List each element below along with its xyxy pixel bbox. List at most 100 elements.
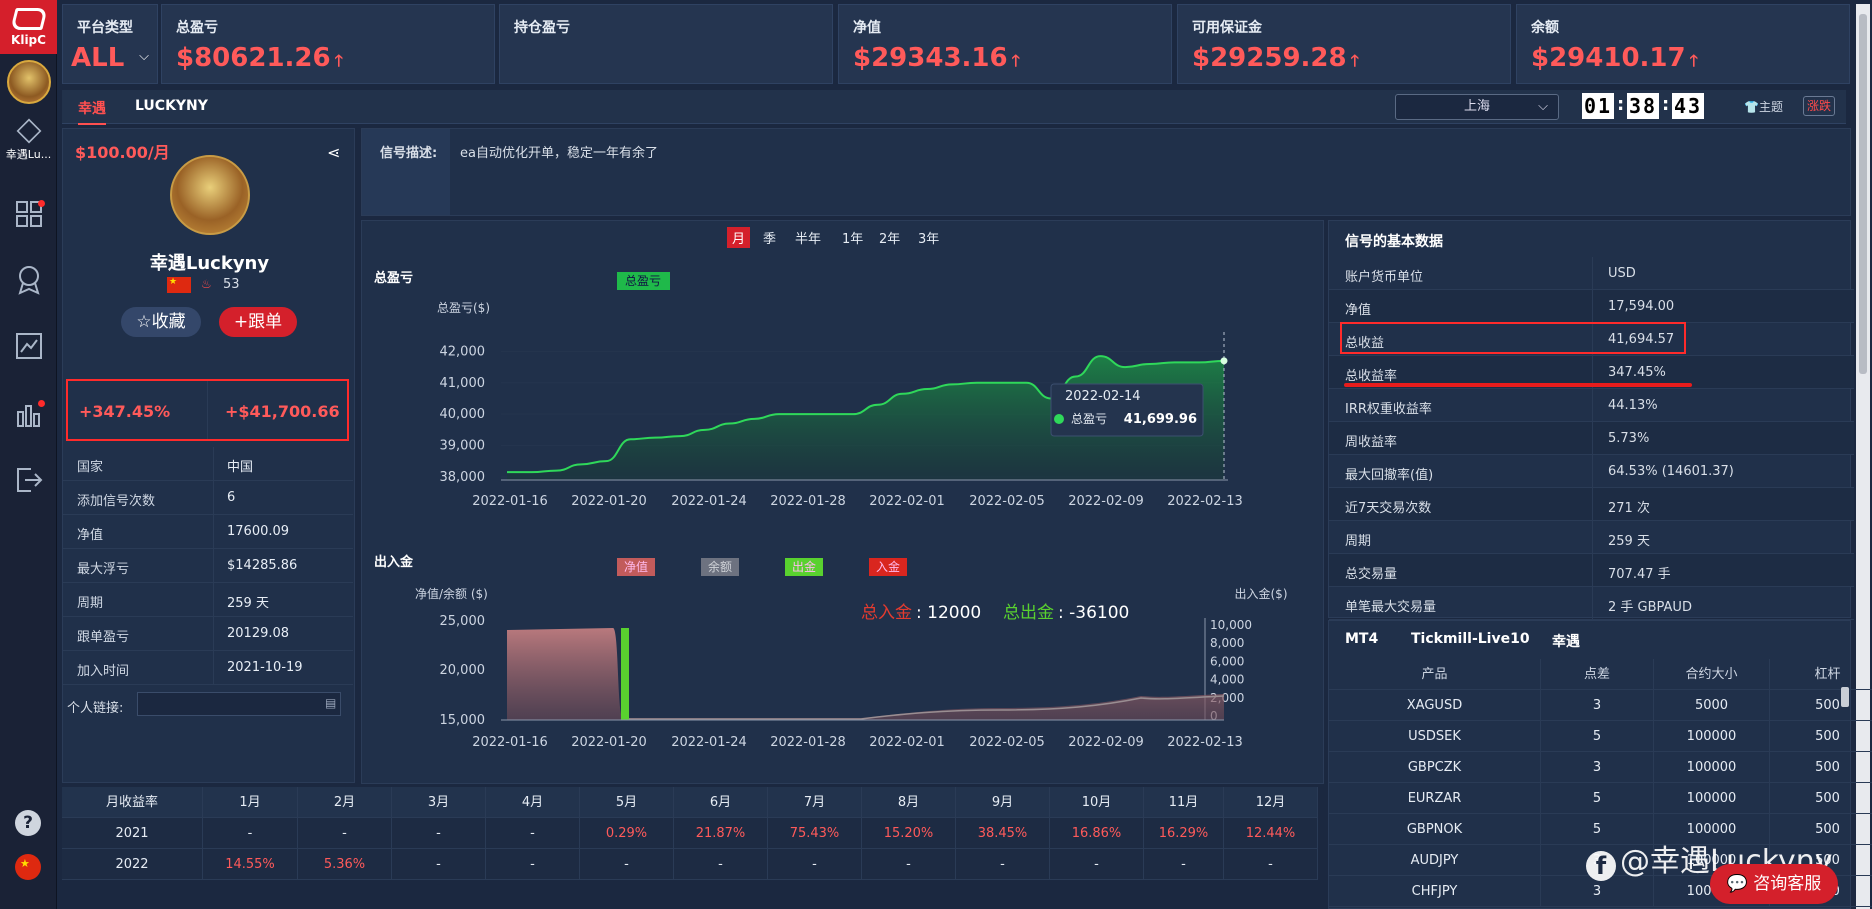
page-scrollbar[interactable] xyxy=(1856,4,1870,909)
monthly-cell: 5.36% xyxy=(298,849,392,880)
monthly-cell: 2022 xyxy=(62,849,203,880)
y2-tick-label: 10,000 xyxy=(1210,618,1252,632)
up-arrow-icon: 🡑 xyxy=(1011,51,1020,70)
follow-button[interactable]: +跟单 xyxy=(219,307,297,337)
share-icon[interactable]: ⋖ xyxy=(327,143,341,162)
help-icon[interactable]: ? xyxy=(15,810,41,836)
mt4-scrollbar[interactable] xyxy=(1841,687,1849,707)
period-option[interactable]: 季 xyxy=(763,232,777,247)
period-option[interactable]: 3年 xyxy=(918,232,940,247)
mt4-cell: 100000 xyxy=(1654,721,1770,752)
tab-luckyny[interactable]: LUCKYNY xyxy=(135,98,208,114)
mt4-cell: 100000 xyxy=(1654,783,1770,814)
legend-chip[interactable] xyxy=(869,558,907,576)
equity-area xyxy=(507,628,1224,720)
monthly-header-cell: 10月 xyxy=(1050,787,1144,818)
total-pnl-label: 总盈亏 xyxy=(176,20,218,36)
monthly-header-cell: 6月 xyxy=(674,787,768,818)
basic-key: 周收益率 xyxy=(1345,435,1398,450)
chart-icon[interactable] xyxy=(0,328,57,364)
theme-button[interactable]: 👕主题 xyxy=(1744,100,1783,114)
signal-description-panel: 信号描述: ea自动优化开单，稳定一年有余了 xyxy=(361,128,1851,216)
chevron-down-icon[interactable]: ⌵ xyxy=(139,49,149,64)
sidebar-profile[interactable]: 幸遇Lu... xyxy=(0,118,57,162)
hover-point[interactable] xyxy=(1220,357,1228,365)
tab-xingyu[interactable]: 幸遇 xyxy=(78,98,106,125)
basic-value: 259 天 xyxy=(1608,534,1650,549)
tooltip-value: 41,699.96 xyxy=(1124,412,1197,427)
star-icon: ☆ xyxy=(136,312,152,332)
logout-icon[interactable] xyxy=(0,462,57,498)
monthly-cell: 2021 xyxy=(62,818,203,849)
period-option[interactable]: 半年 xyxy=(795,232,822,247)
return-amount: +$41,700.66 xyxy=(225,402,340,421)
period-option[interactable]: 月 xyxy=(727,227,751,248)
balance-value: $29410.17 🡑 xyxy=(1531,43,1698,73)
basic-key: 单笔最大交易量 xyxy=(1345,600,1437,615)
legend-label[interactable]: 净值 xyxy=(624,559,648,574)
basic-value: 41,694.57 xyxy=(1608,332,1675,347)
info-value: 2021-10-19 xyxy=(227,660,303,675)
sidebar-avatar[interactable] xyxy=(7,60,51,104)
monthly-header-cell: 12月 xyxy=(1224,787,1318,818)
equity-label: 净值 xyxy=(853,20,881,36)
monthly-header-cell: 3月 xyxy=(392,787,486,818)
monthly-cell: - xyxy=(862,849,956,880)
mt4-header-cell: 点差 xyxy=(1541,659,1654,690)
mt4-cell: XAGUSD xyxy=(1329,690,1541,721)
legend-chip[interactable] xyxy=(785,558,823,576)
location-select[interactable]: 上海 ⌵ xyxy=(1395,94,1559,120)
period-option[interactable]: 1年 xyxy=(842,232,864,247)
basic-key: 总交易量 xyxy=(1345,567,1398,582)
dashboard-icon[interactable] xyxy=(0,196,57,232)
monthly-cell: - xyxy=(392,849,486,880)
balance-label: 余额 xyxy=(1531,20,1559,36)
china-flag-icon: ★ xyxy=(167,277,191,293)
mt4-cell: 500 xyxy=(1770,721,1872,752)
chat-icon: 💬 xyxy=(1726,874,1748,894)
bars-icon[interactable] xyxy=(0,396,57,432)
signal-description-text: ea自动优化开单，稳定一年有余了 xyxy=(460,146,658,161)
legend-label[interactable]: 余额 xyxy=(708,559,732,574)
profile-name: 幸遇Luckyny xyxy=(149,253,270,274)
klipc-logo[interactable]: KlipC xyxy=(0,0,57,54)
legend-label[interactable]: 总盈亏 xyxy=(625,274,661,288)
profile-info-row: 净值 17600.09 xyxy=(63,515,353,549)
mt4-cell: 5000 xyxy=(1654,690,1770,721)
china-flag-icon[interactable]: ★ xyxy=(15,854,41,880)
legend-label[interactable]: 出金 xyxy=(792,559,816,574)
legend-label[interactable]: 入金 xyxy=(876,559,900,574)
monthly-cell: - xyxy=(1050,849,1144,880)
legend-chip[interactable] xyxy=(617,272,670,290)
document-icon[interactable]: ▤ xyxy=(325,696,337,710)
x-tick-label: 2022-02-01 xyxy=(869,494,945,509)
platform-type-value[interactable]: ALL xyxy=(71,43,125,73)
award-icon[interactable] xyxy=(0,262,57,298)
profile-info-row: 跟单盈亏 20129.08 xyxy=(63,617,353,651)
platform-type-card[interactable]: 平台类型 ALL ⌵ xyxy=(62,4,158,84)
customer-service-button[interactable]: 💬 咨询客服 xyxy=(1710,864,1838,904)
x-tick-label: 2022-02-09 xyxy=(1068,735,1144,750)
info-value: $14285.86 xyxy=(227,558,298,573)
x-tick-label: 2022-01-24 xyxy=(671,494,747,509)
profile-info-row: 最大浮亏 $14285.86 xyxy=(63,549,353,583)
mt4-cell: 5 xyxy=(1541,721,1654,752)
favorite-button[interactable]: ☆收藏 xyxy=(121,307,201,337)
period-option[interactable]: 2年 xyxy=(879,232,901,247)
mt4-cell: CHFJPY xyxy=(1329,876,1541,907)
legend-chip[interactable] xyxy=(617,558,655,576)
mt4-platform: MT4 xyxy=(1345,631,1379,647)
monthly-cell: - xyxy=(580,849,674,880)
personal-link-row: 个人链接: ▤ xyxy=(63,687,353,721)
mt4-cell: USDSEK xyxy=(1329,721,1541,752)
updown-toggle[interactable]: 涨跌 xyxy=(1803,96,1836,116)
x-tick-label: 2022-02-01 xyxy=(869,735,945,750)
personal-link-input[interactable] xyxy=(137,692,341,716)
chevron-down-icon: ⌵ xyxy=(1538,99,1548,114)
y-tick-label: 20,000 xyxy=(440,663,486,678)
monthly-cell: - xyxy=(674,849,768,880)
legend-chip[interactable] xyxy=(701,558,739,576)
monthly-header-cell: 9月 xyxy=(956,787,1050,818)
total-withdraw-label: 总出金 xyxy=(1003,603,1054,623)
hex-icon xyxy=(16,118,41,144)
